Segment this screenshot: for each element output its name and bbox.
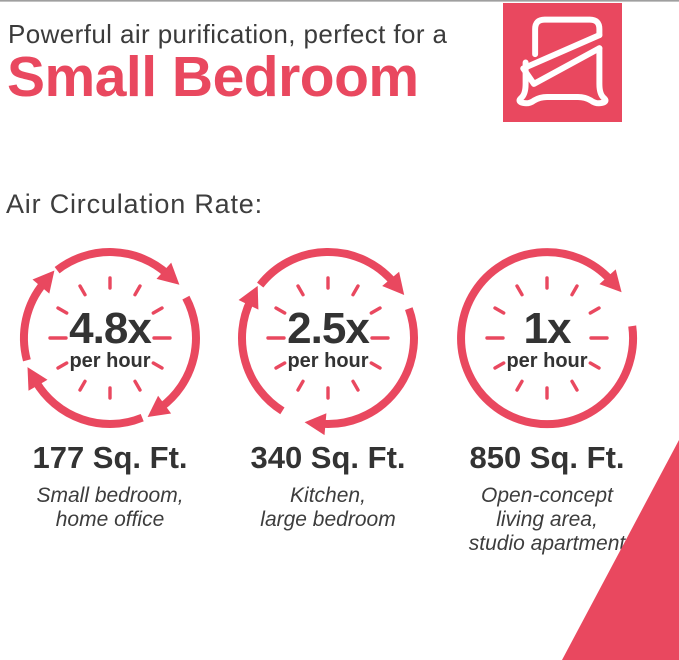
rate-unit: per hour <box>287 350 369 372</box>
rate-multiplier: 4.8x <box>69 304 152 353</box>
clock-arrows-icon <box>457 248 638 429</box>
room-type-line: studio apartment <box>468 532 626 555</box>
circulation-dial-2: 2.5x per hour <box>228 238 428 438</box>
coverage-area: 177 Sq. Ft. <box>32 440 188 475</box>
window-top-edge <box>0 0 679 2</box>
coverage-area: 340 Sq. Ft. <box>250 440 406 475</box>
headline-text: Powerful air purification, perfect for a <box>8 19 448 49</box>
clock-arrows-icon <box>19 248 200 428</box>
circulation-dial-1: 4.8x per hour <box>10 238 210 438</box>
bed-icon <box>503 3 622 122</box>
room-type-line: Open-concept <box>481 484 613 507</box>
coverage-area: 850 Sq. Ft. <box>469 440 625 475</box>
section-label: Air Circulation Rate: <box>6 189 263 219</box>
rate-unit: per hour <box>69 350 151 372</box>
bed-icon-graphic <box>516 16 609 107</box>
room-size-title: Small Bedroom <box>7 45 419 109</box>
clock-arrows-icon <box>238 247 418 436</box>
rate-multiplier: 1x <box>523 304 572 353</box>
room-type-line: Kitchen, <box>290 484 366 507</box>
room-type-line: large bedroom <box>260 508 396 531</box>
room-type-line: Small bedroom, <box>36 484 184 507</box>
rate-unit: per hour <box>506 350 588 372</box>
circulation-dial-3: 1x per hour <box>447 238 647 438</box>
rate-multiplier: 2.5x <box>287 304 370 353</box>
coverage-column-2: 340 Sq. Ft. Kitchen, large bedroom <box>208 440 448 532</box>
room-type-line: home office <box>55 508 165 531</box>
triangle-shape <box>562 440 679 660</box>
coverage-column-3: 850 Sq. Ft. Open-concept living area, st… <box>427 440 667 556</box>
coverage-column-1: 177 Sq. Ft. Small bedroom, home office <box>0 440 230 532</box>
corner-triangle-decoration <box>562 440 679 660</box>
room-type-line: living area, <box>496 508 598 531</box>
